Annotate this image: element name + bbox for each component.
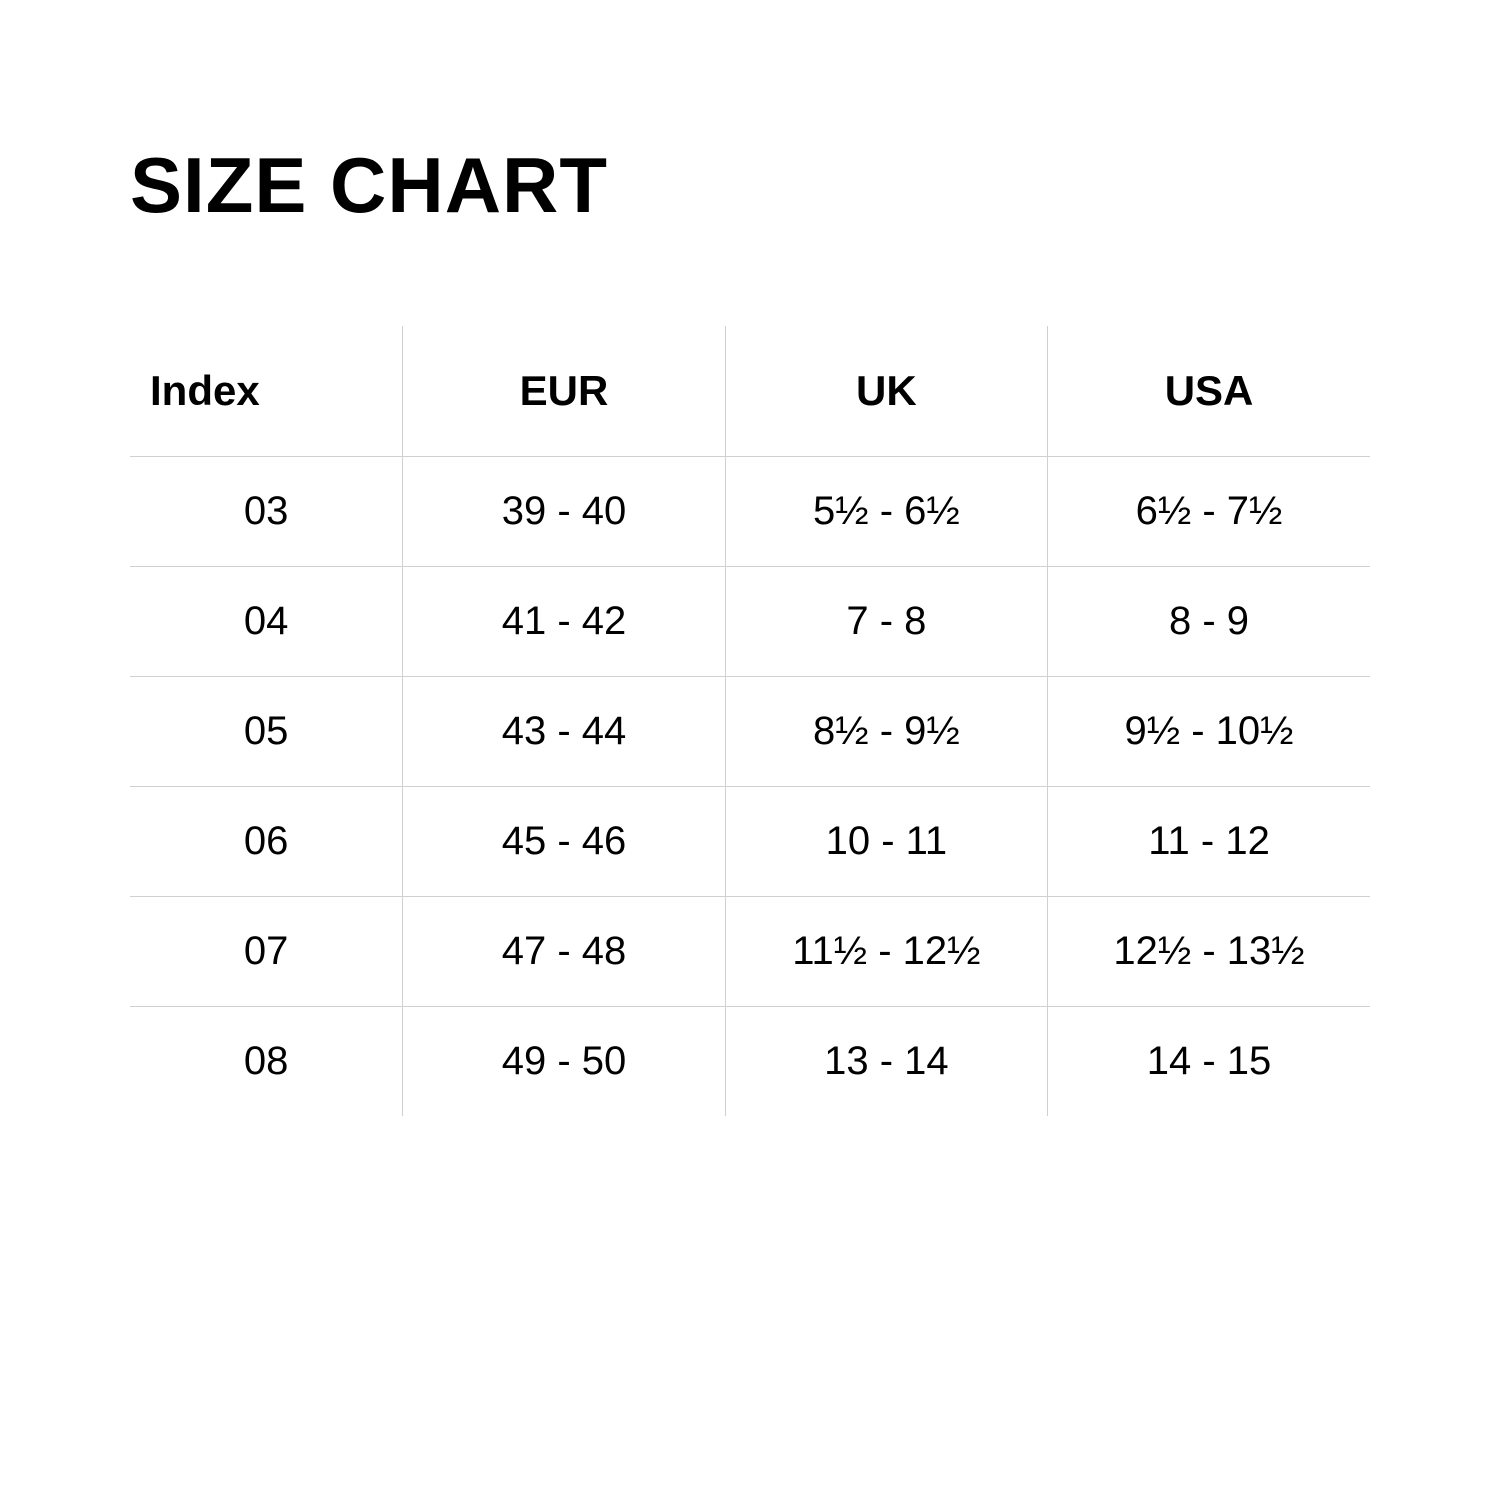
col-header-eur: EUR [403, 326, 725, 456]
cell-uk: 10 - 11 [725, 786, 1047, 896]
cell-usa: 12½ - 13½ [1048, 896, 1370, 1006]
cell-index: 07 [130, 896, 403, 1006]
cell-eur: 45 - 46 [403, 786, 725, 896]
cell-eur: 39 - 40 [403, 456, 725, 566]
size-chart-table: Index EUR UK USA 03 39 - 40 5½ - 6½ 6½ -… [130, 326, 1370, 1116]
cell-eur: 41 - 42 [403, 566, 725, 676]
cell-usa: 9½ - 10½ [1048, 676, 1370, 786]
cell-index: 08 [130, 1006, 403, 1116]
cell-uk: 7 - 8 [725, 566, 1047, 676]
cell-usa: 8 - 9 [1048, 566, 1370, 676]
cell-eur: 49 - 50 [403, 1006, 725, 1116]
cell-index: 05 [130, 676, 403, 786]
page-title: SIZE CHART [130, 140, 1370, 231]
col-header-uk: UK [725, 326, 1047, 456]
cell-uk: 13 - 14 [725, 1006, 1047, 1116]
cell-eur: 47 - 48 [403, 896, 725, 1006]
cell-eur: 43 - 44 [403, 676, 725, 786]
cell-index: 04 [130, 566, 403, 676]
table-row: 07 47 - 48 11½ - 12½ 12½ - 13½ [130, 896, 1370, 1006]
table-row: 03 39 - 40 5½ - 6½ 6½ - 7½ [130, 456, 1370, 566]
table-row: 04 41 - 42 7 - 8 8 - 9 [130, 566, 1370, 676]
cell-uk: 5½ - 6½ [725, 456, 1047, 566]
col-header-index: Index [130, 326, 403, 456]
cell-usa: 14 - 15 [1048, 1006, 1370, 1116]
cell-index: 03 [130, 456, 403, 566]
cell-index: 06 [130, 786, 403, 896]
cell-uk: 11½ - 12½ [725, 896, 1047, 1006]
table-header-row: Index EUR UK USA [130, 326, 1370, 456]
table-row: 08 49 - 50 13 - 14 14 - 15 [130, 1006, 1370, 1116]
col-header-usa: USA [1048, 326, 1370, 456]
cell-usa: 11 - 12 [1048, 786, 1370, 896]
cell-usa: 6½ - 7½ [1048, 456, 1370, 566]
table-row: 05 43 - 44 8½ - 9½ 9½ - 10½ [130, 676, 1370, 786]
cell-uk: 8½ - 9½ [725, 676, 1047, 786]
table-row: 06 45 - 46 10 - 11 11 - 12 [130, 786, 1370, 896]
